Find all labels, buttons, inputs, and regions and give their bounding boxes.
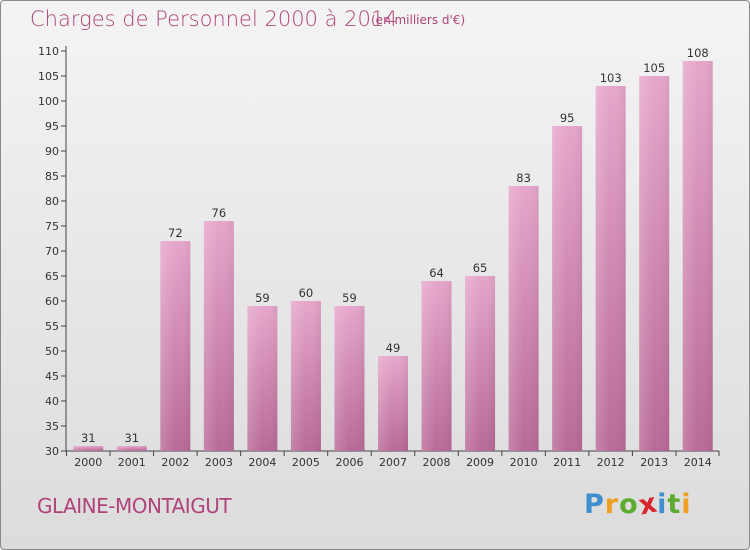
data-label: 31 <box>81 431 96 445</box>
data-label: 59 <box>255 291 270 305</box>
chart-subtitle: (en milliers d'€) <box>371 13 466 27</box>
y-tick-label: 105 <box>38 70 59 83</box>
bar-shade <box>465 276 496 451</box>
data-label: 95 <box>560 111 575 125</box>
y-tick-label: 45 <box>45 370 59 383</box>
x-tick-label: 2012 <box>597 456 625 469</box>
brand-letter: t <box>667 489 682 520</box>
x-tick-label: 2007 <box>379 456 407 469</box>
data-label: 65 <box>473 261 488 275</box>
x-tick-label: 2013 <box>640 456 668 469</box>
x-tick-label: 2004 <box>248 456 276 469</box>
y-tick-label: 35 <box>45 420 59 433</box>
proxiti-logo: Proxiti <box>584 487 692 521</box>
y-tick-label: 80 <box>45 195 59 208</box>
bar-shade <box>73 446 104 451</box>
y-tick-label: 95 <box>45 120 59 133</box>
x-tick-label: 2001 <box>118 456 146 469</box>
data-label: 60 <box>299 286 314 300</box>
data-label: 49 <box>386 341 401 355</box>
y-tick-label: 75 <box>45 220 59 233</box>
bar-shade <box>595 86 626 451</box>
y-tick-label: 55 <box>45 320 59 333</box>
data-label: 76 <box>212 206 227 220</box>
x-tick-label: 2002 <box>161 456 189 469</box>
y-tick-label: 65 <box>45 270 59 283</box>
brand-letter: o <box>619 489 639 520</box>
data-label: 72 <box>168 226 183 240</box>
bar-shade <box>378 356 408 451</box>
x-tick-label: 2014 <box>684 456 712 469</box>
data-label: 59 <box>342 291 357 305</box>
bar-shade <box>508 186 539 451</box>
y-tick-label: 60 <box>45 295 59 308</box>
bar-shade <box>203 221 234 451</box>
bar-shade <box>160 241 191 451</box>
brand-letter: i <box>657 489 668 520</box>
bar-shade <box>552 126 583 451</box>
x-tick-label: 2011 <box>553 456 581 469</box>
x-tick-label: 2000 <box>74 456 102 469</box>
x-tick-label: 2003 <box>205 456 233 469</box>
location-name: GLAINE-MONTAIGUT <box>37 494 232 518</box>
y-tick-label: 110 <box>38 45 59 58</box>
bar-shade <box>334 306 365 451</box>
x-tick-label: 2005 <box>292 456 320 469</box>
x-tick-label: 2010 <box>510 456 538 469</box>
bar-shade <box>421 281 452 451</box>
x-tick-label: 2009 <box>466 456 494 469</box>
bar-shade <box>639 76 670 451</box>
data-label: 31 <box>124 431 139 445</box>
y-tick-label: 85 <box>45 170 59 183</box>
y-tick-label: 70 <box>45 245 59 258</box>
brand-letter: P <box>584 489 605 520</box>
brand-letter: r <box>604 489 620 520</box>
y-tick-label: 90 <box>45 145 59 158</box>
chart-title: Charges de Personnel 2000 à 2014 <box>30 7 398 31</box>
y-tick-label: 50 <box>45 345 59 358</box>
bar-shade <box>290 301 321 451</box>
data-label: 108 <box>687 46 709 60</box>
x-tick-label: 2008 <box>423 456 451 469</box>
data-label: 103 <box>600 71 622 85</box>
y-tick-label: 40 <box>45 395 59 408</box>
data-label: 64 <box>429 266 444 280</box>
y-tick-label: 30 <box>45 445 59 458</box>
x-tick-label: 2006 <box>335 456 363 469</box>
y-tick-label: 100 <box>38 95 59 108</box>
bar-shade <box>682 61 713 451</box>
data-label: 105 <box>643 61 665 75</box>
data-label: 83 <box>516 171 531 185</box>
bar-shade <box>247 306 278 451</box>
bar-shade <box>116 446 147 451</box>
brand-letter: i <box>681 489 692 520</box>
